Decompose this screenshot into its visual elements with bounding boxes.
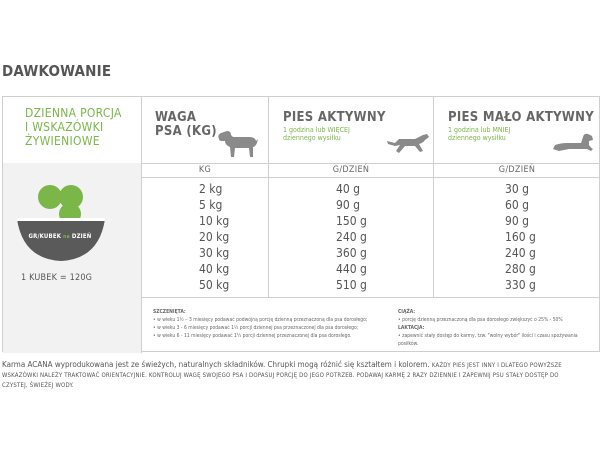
dog-running-icon — [387, 134, 429, 153]
notes-lactation-heading: LAKTACJA: — [398, 325, 425, 331]
bowl-icon — [17, 185, 105, 261]
notes-lactation-item: • zapewnić stały dostęp do karmy, tzw. "… — [398, 333, 578, 347]
footer-line: CZYSTEJ, ŚWIEŻEJ WODY. — [2, 382, 74, 389]
divider — [141, 297, 600, 298]
notes-pregnancy-item: • porcję dzienną przeznaczoną dla psa do… — [398, 317, 563, 323]
weight-cell: 30 kg — [199, 246, 230, 260]
active-cell: 240 g — [336, 230, 367, 244]
dog-lying-icon — [553, 133, 593, 151]
active-unit: G/DZIEŃ — [332, 165, 370, 175]
table-row: 40 kg 440 g 280 g — [142, 261, 600, 277]
left-header-line: DZIENNA PORCJA — [25, 106, 122, 120]
table-row: 20 kg 240 g 160 g — [142, 229, 600, 245]
active-cell: 510 g — [336, 278, 367, 292]
left-header-cell: DZIENNA PORCJA I WSKAZÓWKI ŻYWIENIOWE — [3, 97, 141, 163]
weight-cell: 5 kg — [199, 198, 223, 212]
active-subtitle: 1 godzina lub WIĘCEJ — [283, 126, 350, 134]
less-active-cell: 30 g — [505, 182, 530, 196]
divider — [141, 97, 142, 353]
table-row: 2 kg 40 g 30 g — [142, 181, 600, 197]
notes-puppies-item: • w wieku 6 - 11 miesięcy podawać 1¼ por… — [153, 333, 352, 339]
bowl-label: GR/KUBEK na DZIEŃ — [15, 233, 105, 240]
notes-puppies: SZCZENIĘTA: • w wieku 1½ – 3 miesięcy po… — [153, 308, 423, 340]
divider — [141, 163, 600, 164]
weight-cell: 10 kg — [199, 214, 230, 228]
active-column-header: PIES AKTYWNY 1 godzina lub WIĘCEJ dzienn… — [283, 110, 386, 143]
less-active-cell: 160 g — [505, 230, 536, 244]
notes-pregnancy-heading: CIĄŻA: — [398, 309, 416, 315]
weight-cell: 40 kg — [199, 262, 230, 276]
footer-line: Karma ACANA wyprodukowana jest ze świeży… — [2, 360, 562, 369]
less-active-subtitle: 1 godzina lub MNIEJ — [448, 126, 511, 134]
less-active-column-header: PIES MAŁO AKTYWNY 1 godzina lub MNIEJ dz… — [448, 110, 594, 143]
active-title: PIES AKTYWNY — [283, 110, 386, 125]
footer-small: KAŻDY PIES JEST INNY I DLATEGO POWYŻSZE — [431, 362, 562, 369]
notes-puppies-heading: SZCZENIĘTA: — [153, 309, 186, 315]
active-subtitle: dziennego wysiłku — [283, 134, 341, 142]
active-cell: 90 g — [336, 198, 361, 212]
kibble-icon — [38, 185, 62, 209]
weight-title-line: PSA (KG) — [155, 124, 217, 139]
less-active-cell: 280 g — [505, 262, 536, 276]
less-active-unit: G/DZIEŃ — [498, 165, 536, 175]
less-active-title: PIES MAŁO AKTYWNY — [448, 110, 594, 125]
notes-puppies-item: • w wieku 1½ – 3 miesięcy podawać podwój… — [153, 317, 368, 323]
bowl-label-main: GR/KUBEK — [28, 233, 62, 240]
divider — [268, 97, 269, 297]
bowl-panel: GR/KUBEK na DZIEŃ 1 KUBEK = 120G — [3, 163, 141, 353]
notes-pregnancy: CIĄŻA: • porcję dzienną przeznaczoną dla… — [398, 308, 598, 348]
less-active-subtitle: dziennego wysiłku — [448, 134, 506, 142]
cup-info: 1 KUBEK = 120G — [21, 273, 93, 283]
left-header: DZIENNA PORCJA I WSKAZÓWKI ŻYWIENIOWE — [25, 106, 122, 148]
divider — [141, 177, 600, 178]
notes-puppies-item: • w wieku 3 - 6 miesięcy podawać 1½ porc… — [153, 325, 359, 331]
weight-cell: 2 kg — [199, 182, 223, 196]
weight-unit: KG — [198, 165, 212, 175]
kibble-icon — [59, 185, 83, 209]
less-active-cell: 240 g — [505, 246, 536, 260]
less-active-cell: 60 g — [505, 198, 530, 212]
divider — [433, 97, 434, 297]
table-row: 50 kg 510 g 330 g — [142, 277, 600, 293]
section-title: DAWKOWANIE — [2, 62, 112, 80]
weight-cell: 50 kg — [199, 278, 230, 292]
footer-line: WSKAZÓWKI NALEŻY TRAKTOWAĆ ORIENTACYJNIE… — [2, 372, 559, 379]
table-row: 10 kg 150 g 90 g — [142, 213, 600, 229]
left-header-line: I WSKAZÓWKI — [25, 120, 104, 134]
footer-note: Karma ACANA wyprodukowana jest ze świeży… — [2, 360, 600, 391]
bowl-label-na: na — [63, 234, 70, 240]
active-cell: 440 g — [336, 262, 367, 276]
active-cell: 40 g — [336, 182, 361, 196]
active-cell: 360 g — [336, 246, 367, 260]
dosage-table: DZIENNA PORCJA I WSKAZÓWKI ŻYWIENIOWE GR… — [2, 96, 600, 353]
weight-title-line: WAGA — [155, 110, 197, 125]
table-row: 30 kg 360 g 240 g — [142, 245, 600, 261]
less-active-cell: 330 g — [505, 278, 536, 292]
left-header-line: ŻYWIENIOWE — [25, 134, 100, 148]
weight-column-header: WAGA PSA (KG) — [155, 111, 217, 139]
less-active-cell: 90 g — [505, 214, 530, 228]
active-cell: 150 g — [336, 214, 367, 228]
dog-standing-icon — [218, 131, 258, 157]
bowl-label-day: DZIEŃ — [71, 233, 92, 240]
table-row: 5 kg 90 g 60 g — [142, 197, 600, 213]
weight-cell: 20 kg — [199, 230, 230, 244]
